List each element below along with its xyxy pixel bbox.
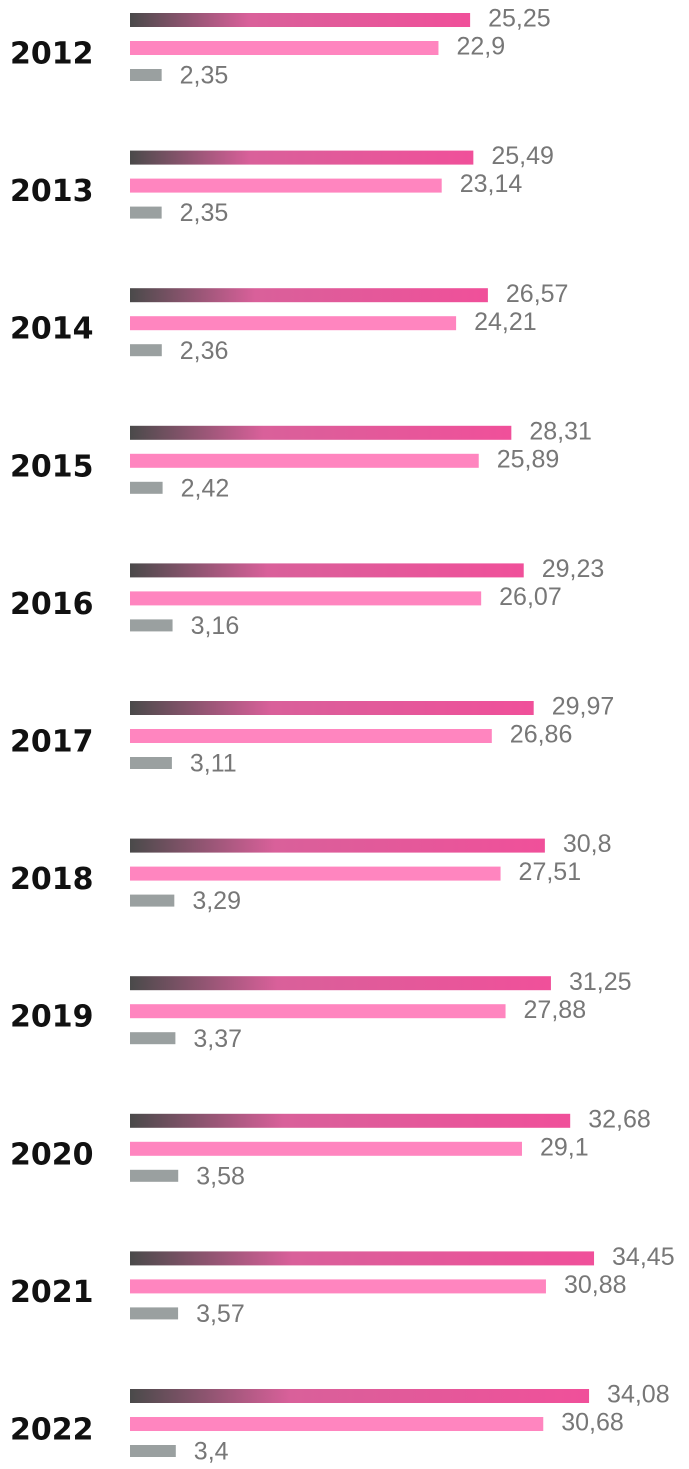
value-label: 29,97 <box>552 693 615 721</box>
bar <box>130 1445 176 1457</box>
bar <box>130 838 545 853</box>
value-label: 3,16 <box>191 612 240 640</box>
bar <box>130 1141 522 1156</box>
bar <box>130 41 439 55</box>
value-label: 3,29 <box>192 887 241 915</box>
bar <box>130 1169 179 1182</box>
value-label: 3,57 <box>196 1300 245 1328</box>
value-label: 3,58 <box>196 1162 245 1190</box>
category-label: 2013 <box>10 174 94 209</box>
bar <box>130 481 163 494</box>
bar <box>130 150 474 165</box>
bar <box>130 178 442 193</box>
value-label: 30,88 <box>564 1271 627 1299</box>
value-label: 3,37 <box>193 1025 242 1053</box>
value-label: 25,25 <box>488 5 551 33</box>
value-label: 3,4 <box>194 1438 229 1466</box>
category-label: 2019 <box>10 1000 94 1035</box>
category-label: 2012 <box>10 37 94 72</box>
bar <box>130 1113 571 1128</box>
bar <box>130 344 162 357</box>
value-label: 28,31 <box>529 417 592 445</box>
value-label: 25,49 <box>491 142 554 170</box>
value-label: 22,9 <box>456 33 505 61</box>
category-label: 2021 <box>10 1275 94 1310</box>
value-label: 2,35 <box>180 199 229 227</box>
value-label: 27,51 <box>519 858 582 886</box>
value-label: 23,14 <box>460 170 523 198</box>
category-label: 2020 <box>10 1137 94 1172</box>
bar <box>130 316 457 331</box>
bar <box>130 1417 544 1431</box>
bar <box>130 1004 506 1019</box>
category-label: 2022 <box>10 1413 94 1448</box>
bar <box>130 206 162 219</box>
value-label: 26,57 <box>506 280 569 308</box>
category-label: 2014 <box>10 312 94 347</box>
bar <box>130 729 492 743</box>
bar <box>130 701 534 715</box>
value-label: 3,11 <box>190 750 237 778</box>
bar <box>130 757 172 769</box>
value-label: 29,1 <box>540 1133 589 1161</box>
bar <box>130 1279 546 1294</box>
value-label: 27,88 <box>524 996 587 1024</box>
bar <box>130 894 175 907</box>
value-label: 2,35 <box>180 62 229 90</box>
value-label: 26,07 <box>499 583 562 611</box>
value-label: 29,23 <box>542 555 605 583</box>
value-label: 32,68 <box>588 1105 651 1133</box>
bar <box>130 13 471 27</box>
bar <box>130 619 173 632</box>
value-label: 2,36 <box>180 337 229 365</box>
value-label: 34,45 <box>612 1243 675 1271</box>
value-label: 30,68 <box>561 1409 624 1437</box>
bar <box>130 453 479 468</box>
bar <box>130 1251 595 1266</box>
value-label: 2,42 <box>181 474 230 502</box>
category-label: 2015 <box>10 449 94 484</box>
bar <box>130 288 488 303</box>
category-label: 2017 <box>10 725 94 760</box>
value-label: 25,89 <box>497 445 560 473</box>
bar <box>130 425 512 440</box>
bar <box>130 866 501 881</box>
value-label: 30,8 <box>563 830 612 858</box>
value-label: 34,08 <box>607 1381 670 1409</box>
bar <box>130 1389 590 1403</box>
bar <box>130 976 551 991</box>
bar <box>130 1307 179 1320</box>
bar <box>130 591 482 606</box>
value-label: 31,25 <box>569 968 632 996</box>
category-label: 2016 <box>10 587 94 622</box>
value-label: 26,86 <box>510 721 573 749</box>
bar <box>130 1032 176 1045</box>
bar <box>130 69 162 81</box>
category-label: 2018 <box>10 862 94 897</box>
value-label: 24,21 <box>474 308 537 336</box>
bar <box>130 563 524 578</box>
